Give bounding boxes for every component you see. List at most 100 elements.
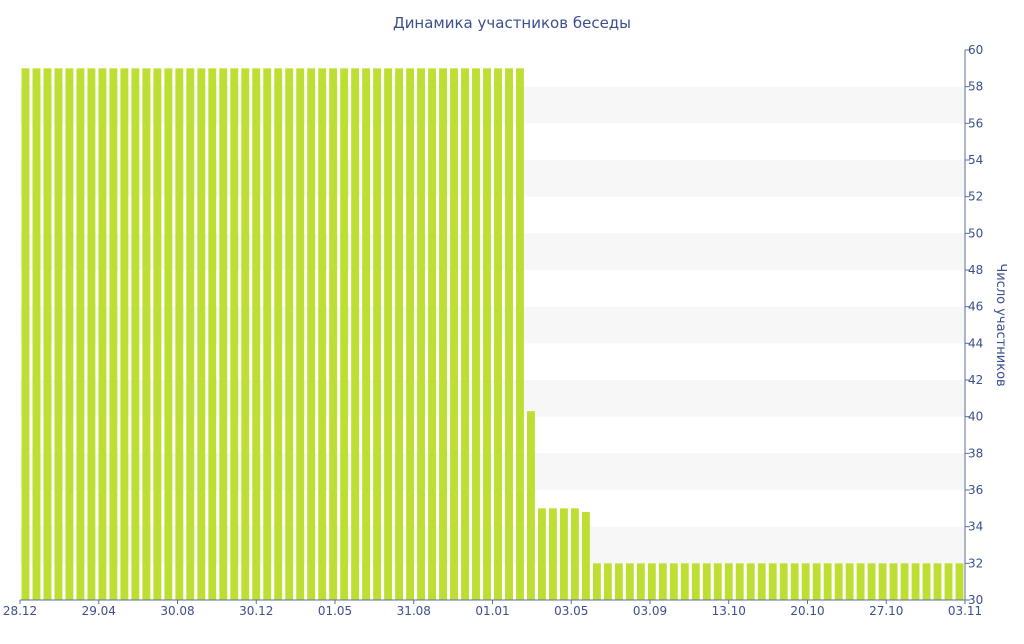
- bar: [702, 563, 711, 600]
- bar: [922, 563, 931, 600]
- bar: [570, 508, 579, 600]
- grid-band: [20, 306, 965, 344]
- bar: [801, 563, 810, 600]
- bar: [153, 68, 162, 600]
- y-tick-label: 32: [968, 556, 983, 570]
- bar: [340, 68, 349, 600]
- bar: [472, 68, 480, 600]
- bar: [373, 68, 382, 600]
- y-tick-label: 52: [968, 190, 983, 204]
- bar: [581, 512, 590, 600]
- bar: [98, 68, 107, 600]
- bar: [735, 563, 744, 600]
- bar: [944, 563, 953, 600]
- bar: [911, 563, 920, 600]
- x-tick-label: 28.12: [3, 604, 37, 618]
- bar: [362, 68, 371, 600]
- grid-band: [20, 526, 965, 564]
- x-tick-label: 29.04: [82, 604, 116, 618]
- bar: [21, 68, 30, 600]
- bar: [900, 563, 909, 600]
- bar: [417, 68, 426, 600]
- bar: [647, 563, 656, 600]
- bar: [208, 68, 217, 600]
- bar: [779, 563, 788, 600]
- bar: [395, 68, 404, 600]
- bar: [724, 563, 733, 600]
- bar: [439, 68, 448, 600]
- bar: [867, 563, 876, 600]
- bar: [164, 68, 173, 600]
- y-tick-label: 50: [968, 226, 983, 240]
- bar: [856, 563, 865, 600]
- bar: [614, 563, 623, 600]
- y-tick-label: 54: [968, 153, 983, 167]
- bar: [527, 411, 535, 600]
- bar: [318, 68, 327, 600]
- bar: [537, 508, 546, 600]
- bar: [505, 68, 513, 600]
- bar: [757, 563, 766, 600]
- bar: [548, 508, 557, 600]
- bar: [823, 563, 832, 600]
- bar: [603, 563, 612, 600]
- bar: [461, 68, 469, 600]
- y-tick-label: 44: [968, 336, 983, 350]
- y-tick-label: 58: [968, 80, 983, 94]
- x-tick-label: 01.05: [318, 604, 352, 618]
- bar: [120, 68, 129, 600]
- grid-band: [20, 233, 965, 270]
- bar: [658, 563, 667, 600]
- bar: [669, 563, 678, 600]
- bar: [285, 68, 294, 600]
- x-tick-label: 30.08: [160, 604, 194, 618]
- x-tick-label: 03.11: [948, 604, 982, 618]
- bar: [175, 68, 184, 600]
- grid-band: [20, 380, 965, 417]
- x-tick-label: 27.10: [869, 604, 903, 618]
- bar: [625, 563, 634, 600]
- bar: [274, 68, 283, 600]
- bar: [263, 68, 272, 600]
- y-tick-label: 30: [968, 593, 983, 607]
- axes-group: 30 32 34 36 38 40 42 44 46 48 50 52 54 56 58 60 28.12 29.…: [3, 43, 983, 618]
- grid-band: [20, 86, 965, 124]
- grid-bands: [20, 86, 965, 564]
- bar: [516, 68, 524, 600]
- bar: [636, 563, 645, 600]
- bar: [87, 68, 96, 600]
- bar: [351, 68, 360, 600]
- y-tick-label: 34: [968, 520, 983, 534]
- bar: [713, 563, 722, 600]
- bar: [406, 68, 415, 600]
- x-tick-label: 30.12: [239, 604, 273, 618]
- bar: [933, 563, 942, 600]
- bar: [812, 563, 821, 600]
- bar: [592, 563, 601, 600]
- bars-group: [21, 68, 964, 600]
- bar: [197, 68, 206, 600]
- y-tick-label: 56: [968, 116, 983, 130]
- bar: [483, 68, 491, 600]
- x-tick-label: 31.08: [397, 604, 431, 618]
- y-tick-label: 36: [968, 483, 983, 497]
- y-tick-label: 42: [968, 373, 983, 387]
- y-tick-label: 60: [968, 43, 983, 57]
- x-tick-label: 01.01: [475, 604, 509, 618]
- bar: [307, 68, 316, 600]
- bar: [329, 68, 338, 600]
- bar: [252, 68, 261, 600]
- x-tick-label: 03.05: [554, 604, 588, 618]
- bar: [691, 563, 700, 600]
- chart-title: Динамика участников беседы: [393, 14, 631, 32]
- bar: [955, 563, 964, 600]
- bar: [559, 508, 568, 600]
- bar: [834, 563, 843, 600]
- x-tick-label: 03.09: [633, 604, 667, 618]
- grid-band: [20, 453, 965, 490]
- bar: [878, 563, 887, 600]
- bar: [142, 68, 151, 600]
- y-tick-label: 48: [968, 263, 983, 277]
